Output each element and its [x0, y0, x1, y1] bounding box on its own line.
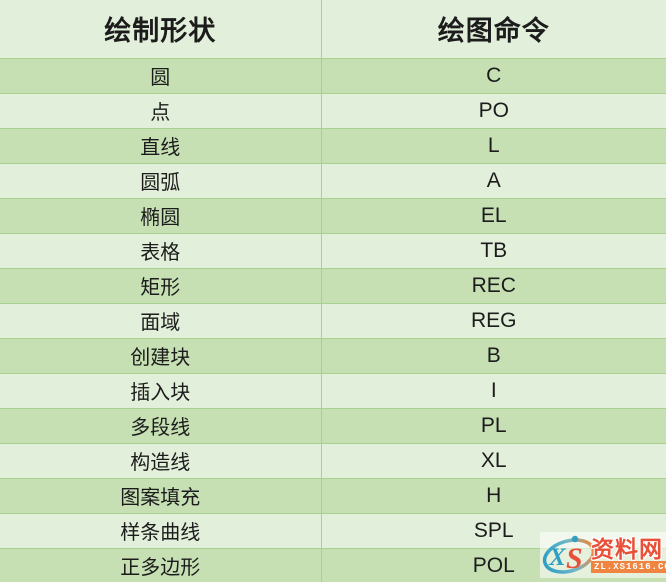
shape-cell: 点 — [0, 92, 322, 129]
table-row: 矩形 REC — [0, 267, 666, 304]
command-cell: REG — [320, 302, 666, 339]
table-row: 构造线 XL — [0, 442, 666, 479]
watermark-site-url: ZL.XS1616.COM — [591, 561, 666, 573]
table-row: 样条曲线 SPL — [0, 512, 666, 549]
command-cell: EL — [320, 197, 666, 234]
watermark: X S 资料网 ZL.XS1616.COM — [540, 532, 666, 578]
command-cell: B — [320, 337, 666, 374]
shape-cell: 面域 — [0, 302, 322, 339]
command-cell: A — [320, 162, 666, 199]
shape-cell: 多段线 — [0, 407, 322, 444]
shape-cell: 表格 — [0, 232, 322, 269]
table-row: 椭圆 EL — [0, 197, 666, 234]
command-cell: SPL — [320, 512, 666, 549]
command-cell: PO — [320, 92, 666, 129]
table-row: 插入块 I — [0, 372, 666, 409]
table-row: 圆弧 A — [0, 162, 666, 199]
column-header-command: 绘图命令 — [320, 0, 666, 59]
table-row: 多段线 PL — [0, 407, 666, 444]
table-row: 图案填充 H — [0, 477, 666, 514]
shape-cell: 创建块 — [0, 337, 322, 374]
column-header-shape: 绘制形状 — [0, 0, 322, 59]
command-cell: H — [320, 477, 666, 514]
table-row: 正多边形 POL — [0, 547, 666, 582]
command-cell: PL — [320, 407, 666, 444]
shape-cell: 图案填充 — [0, 477, 322, 514]
table-body: 圆 C 点 PO 直线 L 圆弧 A 椭圆 EL 表格 TB 矩形 REC 面域 REG 创建块 B 插入块 I 多段线… — [0, 57, 666, 582]
table-row: 创建块 B — [0, 337, 666, 374]
command-cell: L — [320, 127, 666, 164]
command-cell: REC — [320, 267, 666, 304]
logo-letter-s: S — [566, 542, 583, 575]
table-row: 直线 L — [0, 127, 666, 164]
shape-cell: 正多边形 — [0, 547, 322, 582]
shape-cell: 直线 — [0, 127, 322, 164]
table-row: 点 PO — [0, 92, 666, 129]
shape-cell: 插入块 — [0, 372, 322, 409]
command-cell: I — [320, 372, 666, 409]
xs-logo-icon: X S — [542, 535, 596, 575]
shape-cell: 构造线 — [0, 442, 322, 479]
shape-cell: 圆弧 — [0, 162, 322, 199]
watermark-site-name: 资料网 — [591, 536, 663, 562]
shape-cell: 圆 — [0, 57, 322, 94]
command-cell: TB — [320, 232, 666, 269]
command-cell: XL — [320, 442, 666, 479]
table-row: 面域 REG — [0, 302, 666, 339]
table-row: 表格 TB — [0, 232, 666, 269]
table-header: 绘制形状 绘图命令 — [0, 0, 666, 59]
command-cell: C — [320, 57, 666, 94]
shape-cell: 矩形 — [0, 267, 322, 304]
shape-cell: 椭圆 — [0, 197, 322, 234]
logo-letter-x: X — [548, 544, 567, 571]
header-row: 绘制形状 绘图命令 — [0, 0, 666, 59]
shape-cell: 样条曲线 — [0, 512, 322, 549]
